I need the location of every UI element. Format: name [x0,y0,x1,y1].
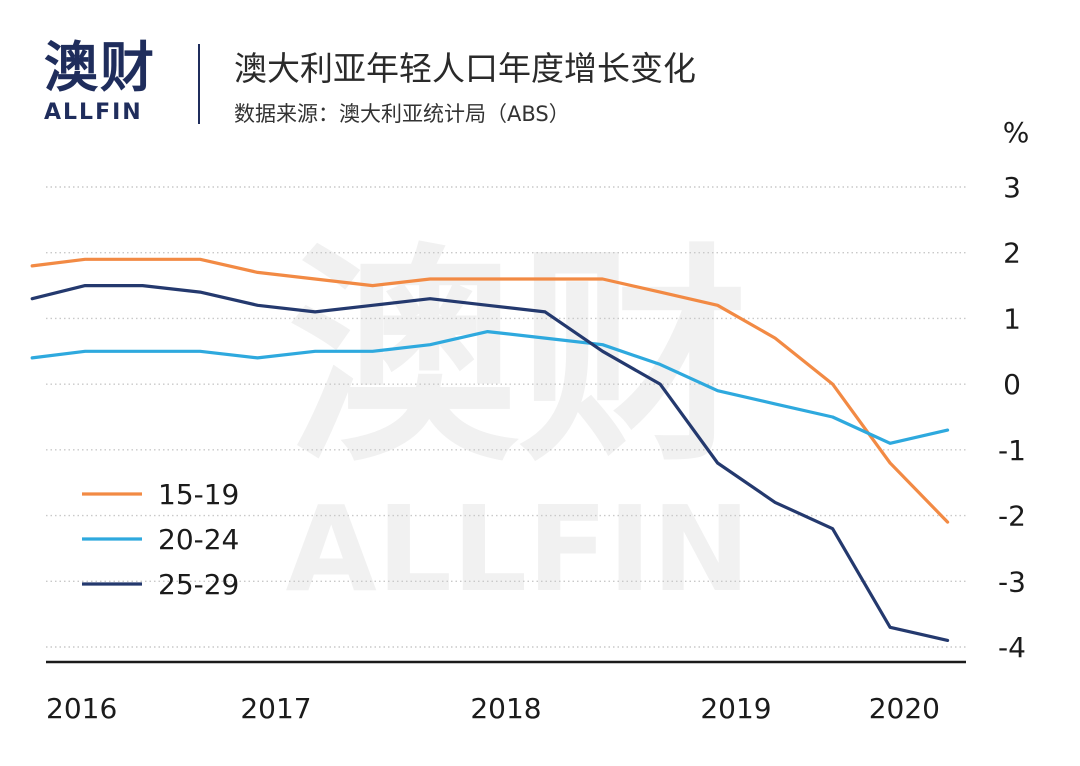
brand-logo-en: ALLFIN [44,100,143,125]
watermark-en: ALLFIN [286,480,751,618]
legend-label-20-24: 20-24 [158,523,239,556]
y-tick-label-2: 1 [1003,302,1021,335]
y-axis-unit-label: % [1003,116,1030,149]
brand-logo: 澳财 ALLFIN [44,36,164,126]
x-tick-label-2: 2018 [470,692,541,725]
y-tick-label-0: 3 [1003,171,1021,204]
y-tick-label-6: -3 [998,565,1026,598]
brand-logo-cn: 澳财 [44,36,156,99]
legend: 15-19 20-24 25-29 [82,478,239,601]
legend-label-25-29: 25-29 [158,568,239,601]
series-group [30,257,950,643]
series-line-20-24 [30,330,950,445]
grid-lines [46,186,966,648]
x-tick-label-0: 2016 [46,692,117,725]
watermark: 澳财 ALLFIN [286,226,751,618]
axes: 3 2 1 0 -1 -2 -3 -4% 2016 2017 2018 2019 2020 [46,116,1029,725]
series-line-25-29 [30,284,950,643]
chart-source: 数据来源：澳大利亚统计局（ABS） [234,102,570,126]
x-tick-label-4: 2020 [869,692,940,725]
legend-label-15-19: 15-19 [158,478,239,511]
x-tick-label-3: 2019 [700,692,771,725]
chart-title: 澳大利亚年轻人口年度增长变化 [234,49,696,88]
y-tick-label-3: 0 [1003,368,1021,401]
x-tick-label-1: 2017 [240,692,311,725]
series-line-15-19 [30,257,950,524]
y-tick-label-5: -2 [998,500,1026,533]
y-tick-label-4: -1 [998,434,1026,467]
header-divider [198,44,200,124]
watermark-cn: 澳财 [288,226,748,493]
y-tick-label-1: 2 [1003,237,1021,270]
y-tick-label-7: -4 [998,631,1026,664]
